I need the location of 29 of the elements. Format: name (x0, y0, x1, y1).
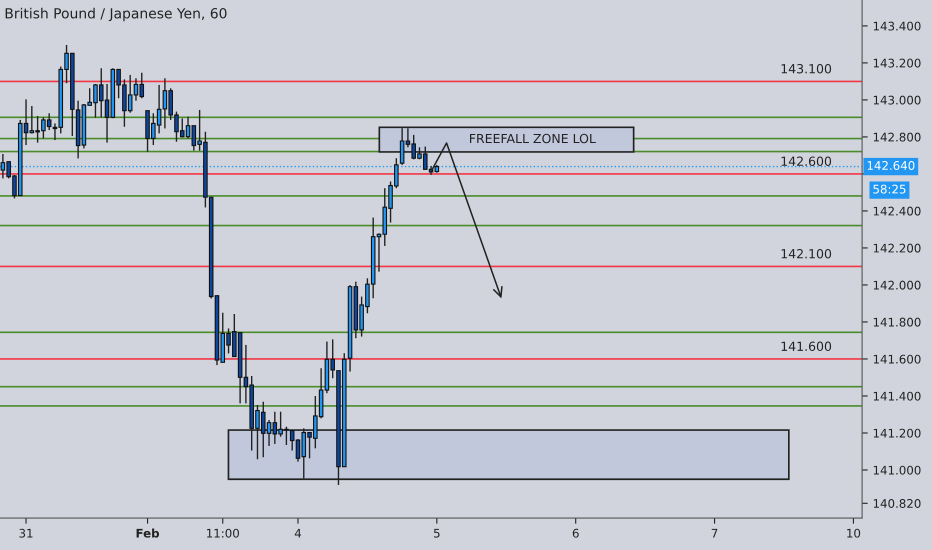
text: 58:25 (873, 184, 906, 194)
y-tick-label: 140.820 (874, 499, 921, 508)
ref-line-label: 142.640 (868, 161, 914, 170)
x-tick-label: 10 (847, 528, 860, 538)
x-tick-label: 4 (294, 528, 302, 538)
text: British Pound / Japanese Yen, 60 (6, 8, 227, 22)
x-tick-label: 5 (434, 528, 440, 538)
y-tick-label: 141.600 (874, 354, 921, 364)
x-tick-label: 7 (712, 528, 718, 538)
ref-line-label: 141.600 (782, 342, 832, 351)
y-tick-label: 142.000 (874, 280, 921, 290)
ref-line-label: 143.100 (782, 64, 832, 74)
y-tick-label: 141.200 (874, 428, 921, 438)
y-tick-label: 143.400 (874, 22, 921, 31)
y-tick-label: 141.400 (874, 392, 921, 401)
y-tick-label: 142.400 (874, 206, 921, 216)
y-tick-label: 142.800 (874, 132, 921, 142)
ref-line-label: 142.600 (782, 156, 832, 166)
x-tick-label: 31 (19, 528, 32, 538)
band-label: FREEFALL ZONE LOL (470, 134, 596, 144)
y-tick-label: 143.200 (874, 58, 921, 68)
y-tick-label: 142.200 (874, 244, 921, 253)
ref-line-label: 142.100 (782, 249, 832, 258)
x-tick-label: 6 (572, 528, 579, 538)
x-tick-label: Feb (136, 528, 160, 538)
y-tick-label: 141.800 (874, 318, 921, 327)
y-tick-label: 143.000 (874, 96, 921, 105)
y-tick-label: 141.000 (874, 466, 921, 475)
x-tick-label: 11:00 (207, 528, 239, 538)
